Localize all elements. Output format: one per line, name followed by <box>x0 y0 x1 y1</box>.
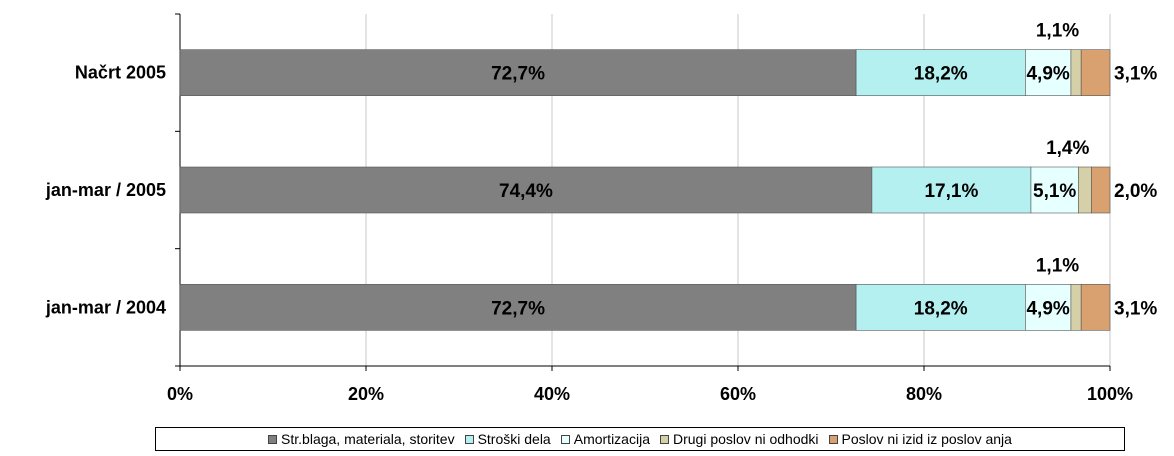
category-label: jan-mar / 2005 <box>45 180 166 200</box>
bar-amortizacija <box>1030 166 1079 214</box>
data-label: 18,2% <box>914 64 968 85</box>
data-label: 72,7% <box>491 64 545 85</box>
data-label: 3,1% <box>1114 298 1157 319</box>
legend-label: Str.blaga, materiala, storitev <box>281 431 455 447</box>
legend-item-amortizacija: Amortizacija <box>560 431 650 447</box>
bar-str-blaga-materiala-storitev <box>179 49 857 96</box>
legend-label: Poslov ni izid iz poslov anja <box>841 431 1012 447</box>
x-tick-label: 80% <box>906 384 942 404</box>
bar-poslov-ni-izid-iz-poslov-anja <box>1080 284 1111 331</box>
legend-swatch <box>659 434 669 444</box>
x-tick-label: 40% <box>534 384 570 404</box>
bar-drugi-poslov-ni-odhodki <box>1078 166 1092 214</box>
x-tick-label: 0% <box>167 384 193 404</box>
data-label: 74,4% <box>499 181 553 202</box>
bar-poslov-ni-izid-iz-poslov-anja <box>1080 49 1111 96</box>
data-label: 4,9% <box>1026 64 1069 85</box>
data-label: 72,7% <box>491 298 545 319</box>
legend-item-str-blaga-materiala-storitev: Str.blaga, materiala, storitev <box>268 431 455 447</box>
data-label: 17,1% <box>924 181 978 202</box>
legend-label: Stroški dela <box>477 431 551 447</box>
bar-drugi-poslov-ni-odhodki <box>1070 284 1082 331</box>
legend-item-drugi-poslov-ni-odhodki: Drugi poslov ni odhodki <box>659 431 819 447</box>
category-label: jan-mar / 2004 <box>45 297 166 317</box>
data-label: 4,9% <box>1026 298 1069 319</box>
data-label: 1,4% <box>1046 138 1089 159</box>
data-label: 5,1% <box>1033 181 1076 202</box>
data-label: 18,2% <box>914 298 968 319</box>
bar-str-blaga-materiala-storitev <box>179 284 857 331</box>
legend-label: Drugi poslov ni odhodki <box>672 431 819 447</box>
data-label: 2,0% <box>1114 181 1157 202</box>
bar-drugi-poslov-ni-odhodki <box>1070 49 1082 96</box>
legend-swatch <box>828 434 838 444</box>
x-tick-label: 100% <box>1087 384 1133 404</box>
bar-poslov-ni-izid-iz-poslov-anja <box>1091 166 1111 214</box>
bar-amortizacija <box>1025 284 1072 331</box>
bar-stro-ki-dela <box>855 284 1026 331</box>
stacked-bar-chart: 0% 20% 40% 60% 80% 100% Načrt 2005 72,7% 18,2% 4,… <box>45 13 1157 404</box>
legend-item-poslov-ni-izid-iz-poslov-anja: Poslov ni izid iz poslov anja <box>828 431 1012 447</box>
data-label: 1,1% <box>1036 21 1079 42</box>
x-tick-label: 20% <box>348 384 384 404</box>
chart-legend: Str.blaga, materiala, storitev Stroški de… <box>155 427 1125 451</box>
legend-label: Amortizacija <box>573 431 650 447</box>
legend-swatch <box>464 434 474 444</box>
data-label: 1,1% <box>1036 255 1079 276</box>
legend-item-stro-ki-dela: Stroški dela <box>464 431 551 447</box>
bar-str-blaga-materiala-storitev <box>179 166 873 214</box>
legend-swatch <box>268 434 278 444</box>
bar-stro-ki-dela <box>855 49 1026 96</box>
x-tick-label: 60% <box>720 384 756 404</box>
bar-amortizacija <box>1025 49 1072 96</box>
legend-swatch <box>560 434 570 444</box>
data-label: 3,1% <box>1114 64 1157 85</box>
category-label: Načrt 2005 <box>75 63 166 83</box>
